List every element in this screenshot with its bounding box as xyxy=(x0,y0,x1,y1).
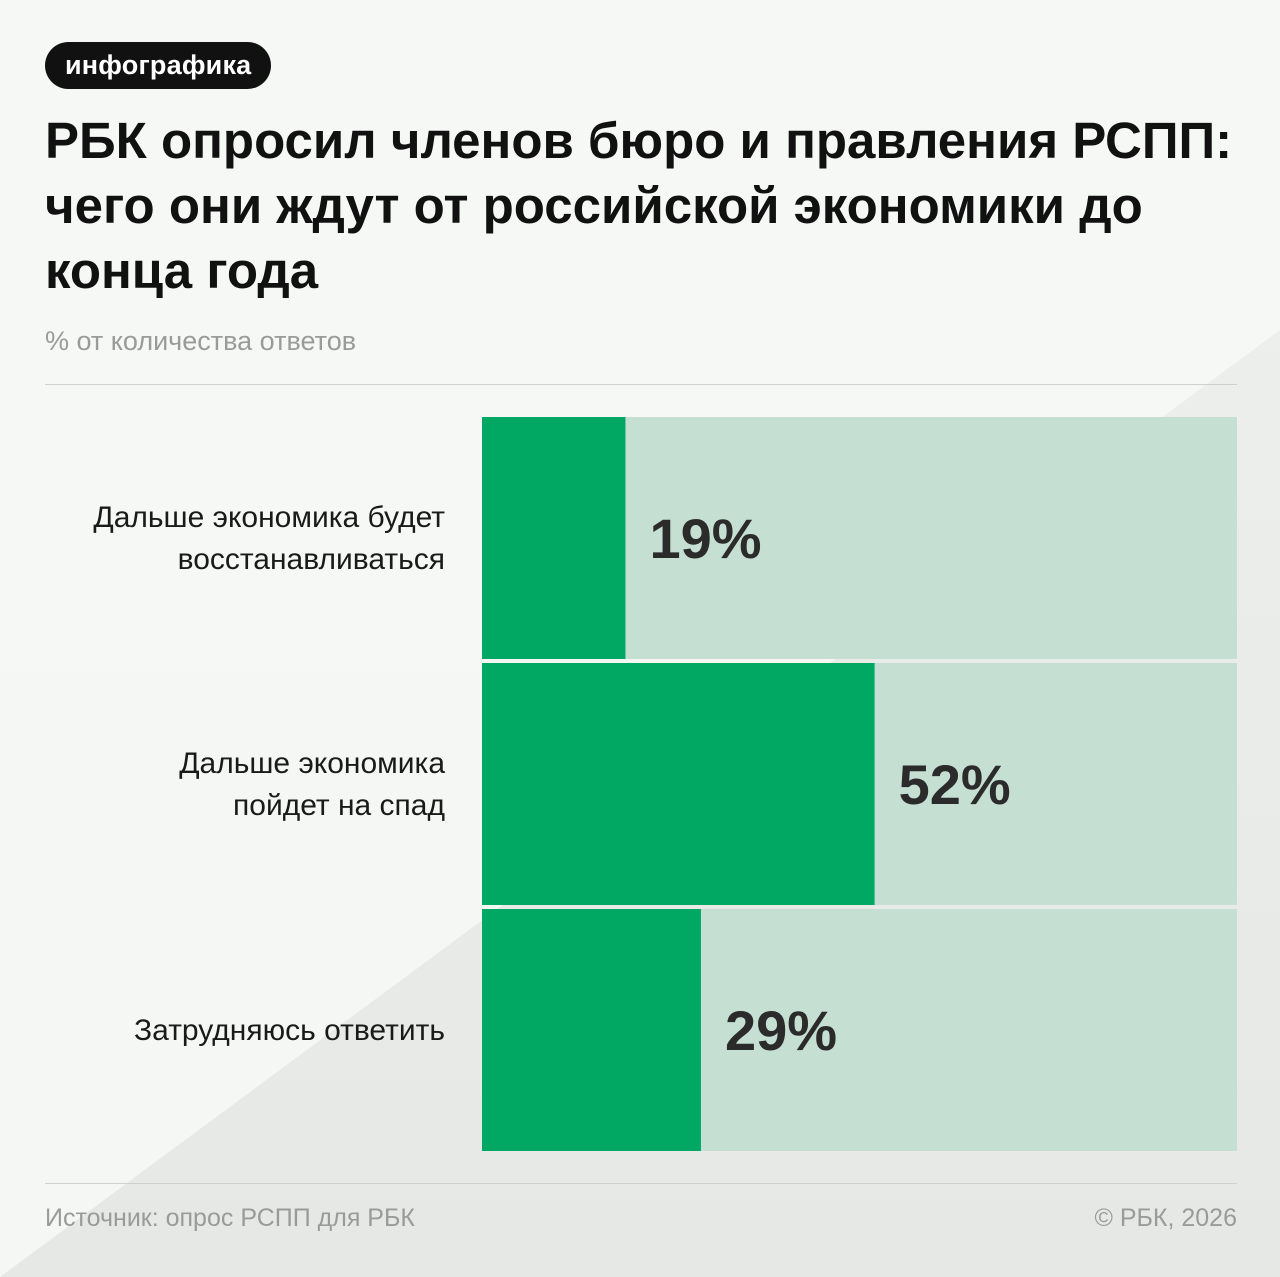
category-label-3-line-1: Затрудняюсь ответить xyxy=(134,1014,445,1047)
category-label-1-line-1: Дальше экономика будет xyxy=(93,501,445,534)
copyright-note: © РБК, 2026 xyxy=(1094,1204,1237,1232)
category-label-1-line-2: восстанавливаться xyxy=(178,543,445,576)
bottom-divider xyxy=(45,1183,1237,1184)
value-label-2: 52% xyxy=(899,753,1011,816)
infographic-badge: инфографика xyxy=(45,42,272,89)
chart-subtitle: % от количества ответов xyxy=(45,326,357,356)
value-label-3: 29% xyxy=(725,999,837,1062)
category-label-2-line-1: Дальше экономика xyxy=(179,747,445,780)
bar-3 xyxy=(482,909,701,1151)
source-note: Источник: опрос РСПП для РБК xyxy=(45,1204,415,1232)
category-label-2-line-2: пойдет на спад xyxy=(233,789,445,822)
value-label-1: 19% xyxy=(649,507,761,570)
bar-1 xyxy=(482,417,626,659)
top-divider xyxy=(45,384,1237,385)
page-title: РБК опросил членов бюро и правления РСПП… xyxy=(45,112,1233,299)
bar-2 xyxy=(482,663,875,905)
